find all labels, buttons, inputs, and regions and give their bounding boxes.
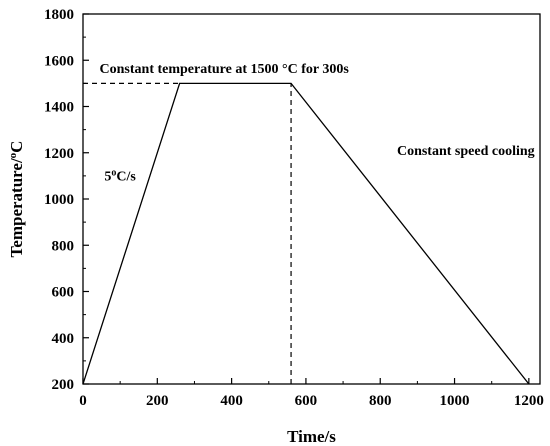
- heating-rate-unit: C/s: [116, 170, 136, 185]
- temperature-profile-line: [82, 82, 530, 385]
- y-tick-label: 1200: [44, 146, 74, 162]
- annotation-cooling: Constant speed cooling: [397, 144, 535, 159]
- y-tick-label: 200: [52, 377, 75, 393]
- reference-lines: [83, 82, 292, 384]
- y-tick-label: 400: [52, 331, 75, 347]
- x-tick-label: 1000: [440, 393, 470, 409]
- annotation-hold: Constant temperature at 1500 °C for 300s: [100, 62, 350, 77]
- x-tick-label: 200: [146, 393, 169, 409]
- y-tick-label: 1000: [44, 192, 74, 208]
- x-tick-labels: 0 200 400 600 800 1000 1200: [79, 393, 544, 409]
- x-tick-label: 0: [79, 393, 87, 409]
- y-axis-label: Temperature/oC: [7, 141, 26, 258]
- y-tick-labels: 200 400 600 800 1000 1200 1400 1600 1800: [44, 7, 74, 393]
- x-tick-label: 800: [369, 393, 392, 409]
- y-tick-label: 1600: [44, 53, 74, 69]
- y-tick-label: 1400: [44, 100, 74, 116]
- y-tick-label: 1800: [44, 7, 74, 23]
- annotation-heating-rate: 5oC/s: [104, 167, 136, 185]
- y-axis-label-main: Temperature/: [7, 158, 26, 257]
- y-axis-label-degree: o: [7, 152, 19, 158]
- y-axis-label-unit: C: [7, 141, 26, 153]
- y-tick-label: 800: [52, 238, 75, 254]
- x-tick-label: 600: [295, 393, 318, 409]
- heating-rate-value: 5: [104, 170, 111, 185]
- y-tick-label: 600: [52, 285, 75, 301]
- heating-rate-degree: o: [111, 167, 116, 178]
- plot-frame: [82, 13, 541, 385]
- x-axis-label: Time/s: [287, 427, 336, 446]
- x-tick-label: 1200: [514, 393, 544, 409]
- x-tick-label: 400: [220, 393, 243, 409]
- series-layer: [82, 82, 530, 385]
